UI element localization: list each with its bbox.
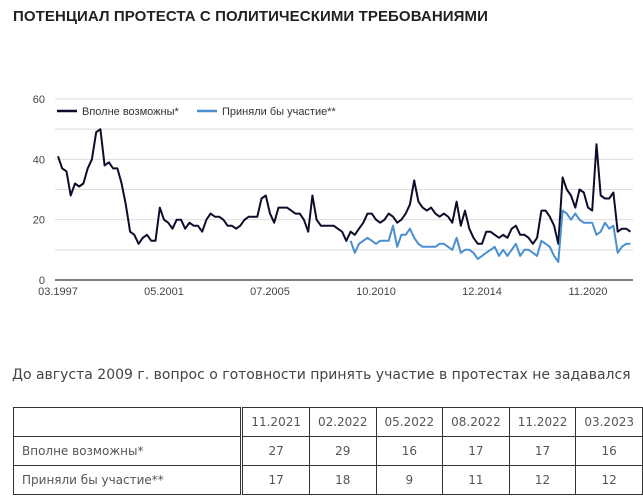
table-header-cell: 08.2022 — [442, 407, 510, 437]
table-header-cell: 11.2021 — [241, 407, 310, 437]
series-line-2 — [349, 209, 631, 263]
table-header-row: 11.2021 02.2022 05.2022 08.2022 11.2022 … — [12, 407, 643, 437]
table-header-cell: 05.2022 — [375, 407, 444, 437]
y-tick-label: 0 — [39, 275, 45, 287]
series-line-1 — [57, 128, 631, 245]
table-corner-cell — [12, 407, 244, 437]
table-cell: 17 — [508, 436, 577, 466]
table-header-cell: 03.2023 — [575, 407, 643, 437]
x-tick-label: 07.2005 — [250, 286, 290, 298]
table-cell: 27 — [241, 436, 310, 466]
line-chart: 0 20 40 60 03.1997 05.2001 07.2005 10.2010 12.20… — [33, 94, 633, 298]
table-cell: 11 — [442, 465, 510, 495]
table-row: Вполне возможны* 27 29 16 17 17 16 — [12, 436, 643, 466]
table-row: Приняли бы участие** 17 18 9 11 12 12 — [12, 465, 643, 495]
legend-label: Вполне возможны* — [82, 106, 179, 118]
chart-title: ПОТЕНЦИАЛ ПРОТЕСТА С ПОЛИТИЧЕСКИМИ ТРЕБО… — [13, 8, 488, 25]
table-header-cell: 11.2022 — [508, 407, 577, 437]
row-label: Вполне возможны* — [12, 436, 244, 466]
x-tick-label: 10.2010 — [356, 286, 396, 298]
footnote: До августа 2009 г. вопрос о готовности п… — [12, 367, 631, 383]
table-cell: 29 — [308, 436, 377, 466]
x-tick-label: 03.1997 — [38, 286, 78, 298]
table-cell: 12 — [508, 465, 577, 495]
x-tick-label: 05.2001 — [144, 286, 184, 298]
y-tick-label: 60 — [33, 94, 45, 106]
table-cell: 17 — [442, 436, 510, 466]
legend-label: Приняли бы участие** — [222, 106, 337, 118]
y-tick-label: 40 — [33, 154, 45, 166]
table-cell: 18 — [308, 465, 377, 495]
x-tick-label: 11.2020 — [569, 286, 608, 298]
x-tick-label: 12.2014 — [462, 286, 502, 298]
table-cell: 9 — [375, 465, 444, 495]
row-label: Приняли бы участие** — [12, 465, 244, 495]
table-header-cell: 02.2022 — [308, 407, 377, 437]
y-tick-label: 20 — [33, 215, 45, 227]
table-cell: 12 — [575, 465, 643, 495]
table-cell: 16 — [575, 436, 643, 466]
table-cell: 17 — [241, 465, 310, 495]
table-cell: 16 — [375, 436, 444, 466]
data-table: 11.2021 02.2022 05.2022 08.2022 11.2022 … — [12, 407, 643, 495]
